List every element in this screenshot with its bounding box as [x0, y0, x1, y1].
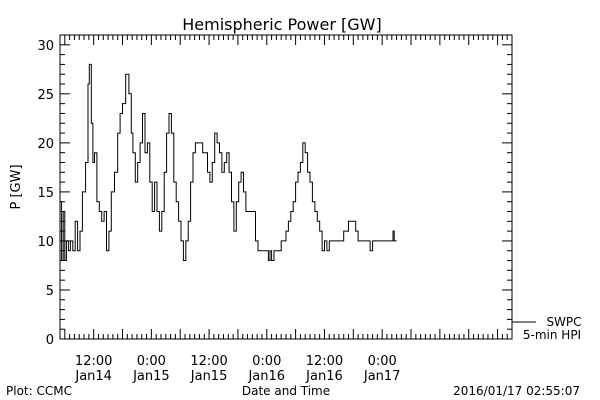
- plot-frame: [59, 34, 513, 340]
- legend-entry-hpi: 5-min HPI: [523, 328, 581, 342]
- x-tick-label: 12:00: [190, 354, 227, 369]
- x-tick-label: 0:00: [252, 354, 281, 369]
- y-tick-label: 25: [37, 88, 54, 103]
- x-tick-label: 0:00: [137, 354, 166, 369]
- x-tick-label: 12:00: [75, 354, 112, 369]
- footer-credit: Plot: CCMC: [6, 384, 72, 398]
- y-tick-label: 5: [46, 284, 54, 299]
- x-tick-date-label: Jan14: [74, 369, 112, 384]
- y-tick-label: 10: [37, 235, 54, 250]
- x-tick-date-label: Jan16: [305, 369, 343, 384]
- x-tick-date-label: Jan15: [132, 369, 170, 384]
- series-line-swpc: [60, 63, 397, 261]
- footer-timestamp: 2016/01/17 02:55:07: [453, 384, 580, 398]
- x-axis: 12:00Jan140:00Jan1512:00Jan150:00Jan1612…: [59, 35, 513, 384]
- y-tick-label: 0: [46, 333, 54, 348]
- x-axis-label: Date and Time: [242, 384, 330, 398]
- y-axis: 0 5 10 15 20 25 30: [37, 34, 512, 348]
- x-tick-label: 12:00: [306, 354, 343, 369]
- y-axis-label: P [GW]: [9, 164, 24, 209]
- x-tick-date-label: Jan16: [247, 369, 285, 384]
- legend: SWPC 5-min HPI: [512, 315, 582, 342]
- series-layer: [60, 63, 397, 261]
- y-tick-label: 20: [37, 137, 54, 152]
- x-tick-label: 0:00: [368, 354, 397, 369]
- y-tick-label: 15: [37, 186, 54, 201]
- chart-title: Hemispheric Power [GW]: [182, 15, 381, 34]
- x-tick-date-label: Jan17: [363, 369, 401, 384]
- x-tick-date-label: Jan15: [190, 369, 228, 384]
- legend-entry-swpc: SWPC: [546, 315, 581, 329]
- y-tick-label: 30: [37, 39, 54, 54]
